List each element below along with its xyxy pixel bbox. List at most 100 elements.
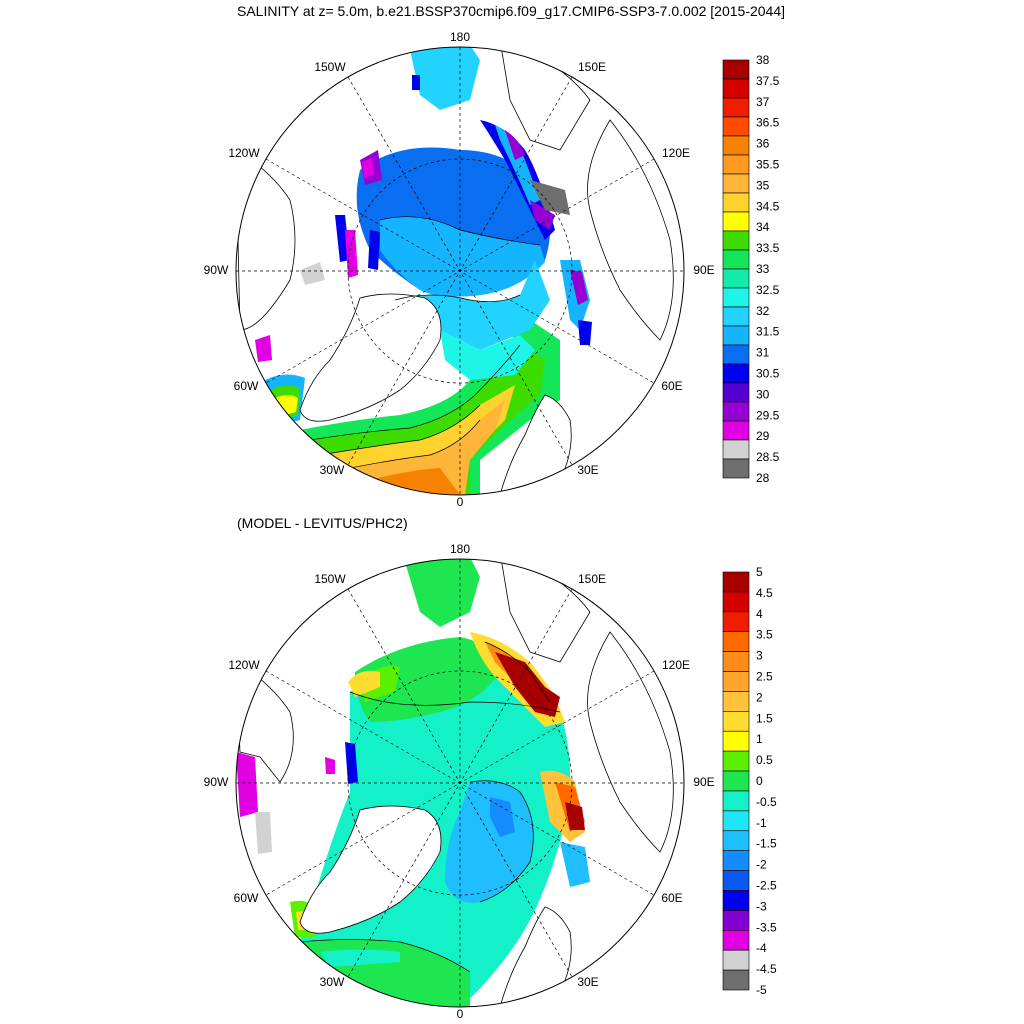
top-colorbar-label-20: 28 (756, 471, 770, 485)
top-colorbar-swatch-3 (722, 116, 750, 137)
top-colorbar-swatch-17 (722, 382, 750, 403)
bottom-lon-label-10: 120W (228, 658, 260, 672)
top-lon-label-1: 150E (578, 60, 606, 74)
bottom-lon-label-8: 60W (234, 891, 259, 905)
top-colorbar-label-3: 36.5 (756, 116, 780, 130)
bottom-difference-map-panel: 180 150E 120E 90E 60E 30E 0 30W 60W 90W 120W 150W 5… (204, 542, 777, 1021)
top-colorbar-label-1: 37.5 (756, 74, 780, 88)
top-colorbar: 38 37.5 37 36.5 36 35.5 35 34.5 34 33.5 33 32.5 32 31… (722, 53, 780, 485)
bottom-colorbar-label-11: -0.5 (756, 795, 777, 809)
bottom-colorbar-label-1: 4.5 (756, 586, 773, 600)
bottom-panel-title: (MODEL - LEVITUS/PHC2) (237, 515, 408, 531)
bottom-colorbar-swatch-15 (722, 870, 750, 891)
bottom-colorbar-swatch-19 (722, 949, 750, 971)
top-colorbar-label-11: 32.5 (756, 283, 780, 297)
top-lon-label-7: 30W (320, 463, 345, 477)
top-colorbar-label-0: 38 (756, 53, 770, 67)
bottom-colorbar-swatch-17 (722, 910, 750, 931)
top-lon-label-0: 180 (450, 30, 470, 44)
bottom-lon-label-1: 150E (578, 572, 606, 586)
bottom-colorbar-swatch-5 (722, 671, 750, 692)
top-colorbar-label-5: 35.5 (756, 158, 780, 172)
top-colorbar-swatch-11 (722, 268, 750, 289)
top-map-field (236, 47, 684, 495)
top-colorbar-label-15: 30.5 (756, 367, 780, 381)
top-lon-label-9: 90W (204, 263, 229, 277)
bottom-colorbar-label-17: -3.5 (756, 920, 777, 934)
top-longitude-labels: 180 150E 120E 90E 60E 30E 0 30W 60W 90W 120W 150W (204, 30, 715, 509)
bottom-colorbar-swatch-2 (722, 611, 750, 633)
bottom-lon-label-6: 0 (457, 1007, 464, 1021)
top-colorbar-swatch-4 (722, 135, 750, 156)
top-map-boundary (235, 46, 685, 496)
top-lon-label-4: 60E (661, 379, 682, 393)
top-colorbar-label-17: 29.5 (756, 408, 780, 422)
top-lon-label-5: 30E (577, 463, 598, 477)
top-colorbar-label-7: 34.5 (756, 199, 780, 213)
bottom-map-field (236, 559, 684, 1007)
top-colorbar-swatch-19 (722, 420, 750, 441)
bottom-colorbar: 5 4.5 4 3.5 3 2.5 2 1.5 1 0.5 0 -0.5 -1 -1.5 -2 -2.5 -3 -… (722, 565, 777, 997)
top-colorbar-swatch-16 (722, 363, 750, 384)
top-colorbar-swatch-9 (722, 230, 750, 251)
top-colorbar-label-4: 36 (756, 137, 770, 151)
top-panel-title: SALINITY at z= 5.0m, b.e21.BSSP370cmip6.… (237, 3, 786, 19)
bottom-colorbar-label-15: -2.5 (756, 879, 777, 893)
bottom-colorbar-label-10: 0 (756, 774, 763, 788)
bottom-colorbar-swatch-18 (722, 929, 750, 951)
top-colorbar-swatch-15 (722, 344, 750, 365)
bottom-colorbar-swatch-9 (722, 750, 750, 772)
top-colorbar-swatch-14 (722, 325, 750, 346)
top-colorbar-swatch-13 (722, 306, 750, 327)
bottom-colorbar-swatch-8 (722, 730, 750, 752)
bottom-colorbar-swatch-3 (722, 631, 750, 652)
bottom-colorbar-swatch-6 (722, 691, 750, 712)
bottom-colorbar-label-14: -2 (756, 858, 767, 872)
top-lon-label-8: 60W (234, 379, 259, 393)
bottom-colorbar-label-12: -1 (756, 816, 767, 830)
top-colorbar-swatch-0 (722, 59, 750, 80)
bottom-colorbar-swatch-7 (722, 711, 750, 732)
bottom-colorbar-label-6: 2 (756, 690, 763, 704)
top-salinity-map-panel: 180 150E 120E 90E 60E 30E 0 30W 60W 90W 120W 150W 3… (204, 30, 780, 509)
bottom-colorbar-label-9: 0.5 (756, 753, 773, 767)
bottom-colorbar-swatch-1 (722, 591, 750, 613)
top-colorbar-label-8: 34 (756, 220, 770, 234)
bottom-colorbar-swatch-14 (722, 850, 750, 871)
bottom-colorbar-label-7: 1.5 (756, 711, 773, 725)
top-colorbar-swatch-20 (722, 439, 750, 460)
bottom-colorbar-label-0: 5 (756, 565, 763, 579)
top-colorbar-swatch-7 (722, 192, 750, 213)
bottom-colorbar-label-18: -4 (756, 941, 767, 955)
top-colorbar-label-19: 28.5 (756, 450, 780, 464)
bottom-lon-label-3: 90E (693, 775, 714, 789)
bottom-lon-label-2: 120E (662, 658, 690, 672)
bottom-colorbar-label-2: 4 (756, 607, 763, 621)
bottom-lon-label-7: 30W (320, 975, 345, 989)
top-colorbar-swatch-12 (722, 287, 750, 308)
top-colorbar-label-13: 31.5 (756, 325, 780, 339)
bottom-colorbar-label-20: -5 (756, 983, 767, 997)
bottom-colorbar-label-4: 3 (756, 649, 763, 663)
bottom-colorbar-swatch-16 (722, 890, 750, 911)
bottom-colorbar-label-16: -3 (756, 899, 767, 913)
top-colorbar-label-18: 29 (756, 429, 770, 443)
bottom-lon-label-4: 60E (661, 891, 682, 905)
bottom-lon-label-0: 180 (450, 542, 470, 556)
bottom-colorbar-label-13: -1.5 (756, 837, 777, 851)
top-colorbar-label-2: 37 (756, 95, 770, 109)
top-colorbar-swatch-10 (722, 249, 750, 270)
bottom-colorbar-swatch-4 (722, 651, 750, 672)
bottom-colorbar-label-8: 1 (756, 732, 763, 746)
top-colorbar-label-9: 33.5 (756, 241, 780, 255)
bottom-lon-label-9: 90W (204, 775, 229, 789)
bottom-colorbar-swatch-20 (722, 969, 750, 991)
top-colorbar-label-12: 32 (756, 304, 770, 318)
top-colorbar-swatch-21 (722, 458, 750, 479)
top-colorbar-swatch-18 (722, 401, 750, 422)
top-colorbar-label-6: 35 (756, 178, 770, 192)
bottom-colorbar-label-5: 2.5 (756, 670, 773, 684)
top-colorbar-swatch-1 (722, 78, 750, 99)
top-lon-label-3: 90E (693, 263, 714, 277)
bottom-map-boundary (235, 558, 685, 1008)
